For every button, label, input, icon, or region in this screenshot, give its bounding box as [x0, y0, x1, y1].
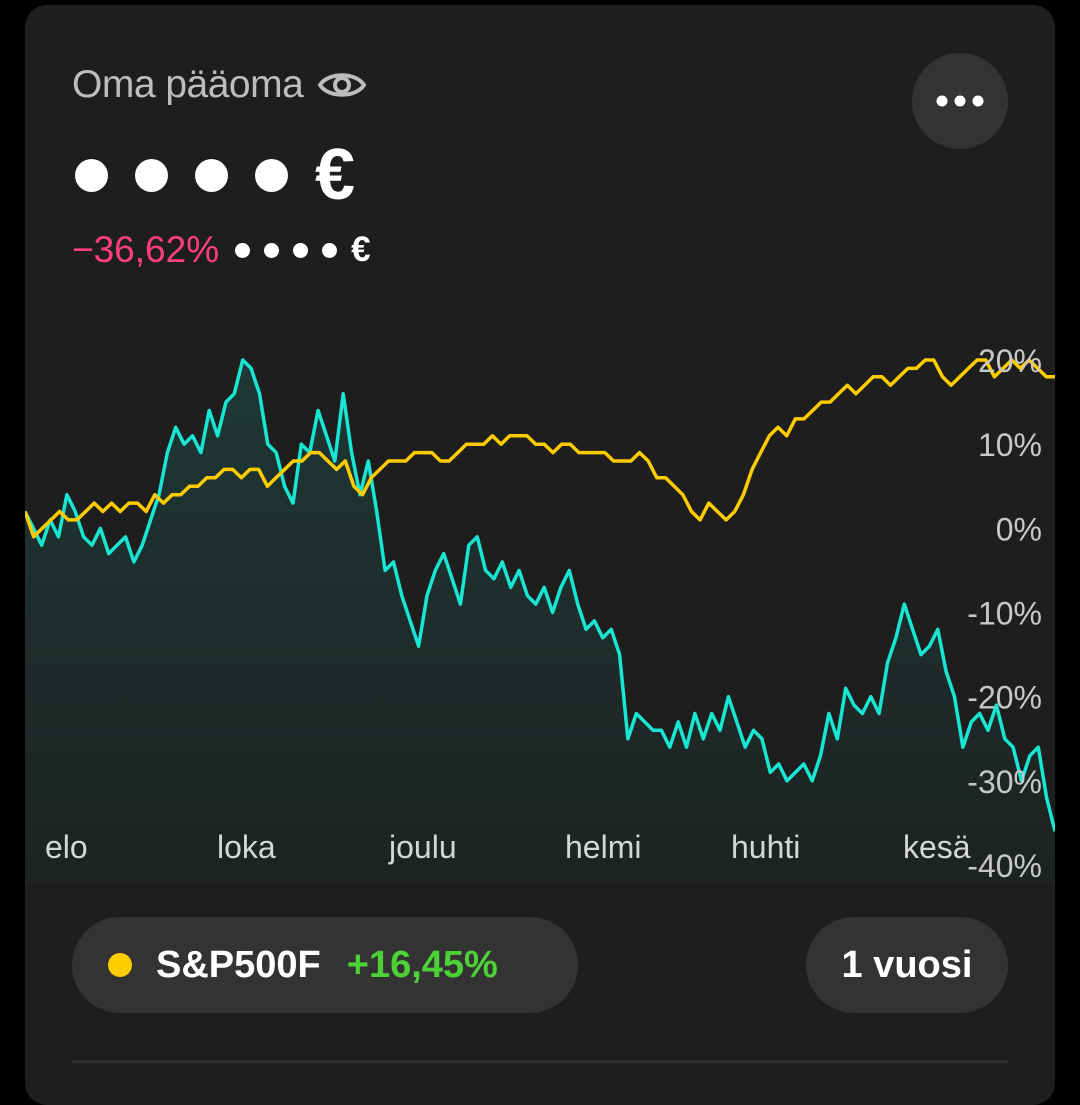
title-row: Oma pääoma	[72, 63, 367, 107]
masked-dot	[195, 158, 228, 192]
masked-dot	[255, 158, 288, 192]
y-tick-label: 0%	[996, 511, 1042, 547]
page-title: Oma pääoma	[72, 63, 304, 106]
x-tick-label: elo	[45, 829, 88, 865]
divider	[72, 1060, 1008, 1063]
portfolio-line	[25, 358, 1055, 832]
x-tick-label: helmi	[565, 829, 641, 865]
eye-icon[interactable]	[317, 68, 367, 102]
masked-dot	[322, 242, 338, 258]
y-tick-label: 10%	[978, 427, 1042, 463]
benchmark-name: S&P500F	[156, 943, 321, 986]
more-options-button[interactable]	[912, 53, 1008, 149]
masked-dot	[264, 242, 280, 258]
benchmark-line	[25, 358, 1055, 539]
balance-currency: €	[315, 135, 356, 215]
period-selector[interactable]: 1 vuosi	[806, 917, 1008, 1013]
x-tick-label: joulu	[388, 829, 457, 865]
portfolio-card: Oma pääoma € −36,62% € 20% 10% 0% -10% -20% -…	[25, 5, 1055, 1105]
more-horizontal-icon	[936, 95, 984, 107]
masked-dot	[75, 158, 108, 192]
benchmark-color-dot	[108, 953, 132, 977]
y-tick-label: -20%	[967, 680, 1042, 716]
benchmark-selector[interactable]: S&P500F +16,45%	[72, 917, 578, 1013]
change-currency: €	[351, 230, 371, 269]
change-row: −36,62% €	[72, 225, 371, 275]
masked-dot	[135, 158, 168, 192]
x-tick-label: kesä	[903, 829, 971, 865]
masked-dot	[235, 242, 251, 258]
balance-masked: €	[75, 135, 355, 215]
balance-dots	[75, 158, 315, 192]
change-amount-dots	[235, 242, 351, 258]
y-tick-label: -30%	[967, 764, 1042, 800]
benchmark-change: +16,45%	[346, 943, 498, 986]
y-tick-label: 20%	[978, 343, 1042, 379]
change-percent: −36,62%	[72, 229, 220, 270]
portfolio-area	[25, 360, 1055, 885]
y-tick-label: -40%	[967, 848, 1042, 884]
x-tick-label: loka	[217, 829, 276, 865]
y-tick-label: -10%	[967, 596, 1042, 632]
performance-chart[interactable]: 20% 10% 0% -10% -20% -30% -40% elo loka joulu helm…	[25, 5, 1055, 885]
masked-dot	[293, 242, 309, 258]
x-tick-label: huhti	[731, 829, 800, 865]
